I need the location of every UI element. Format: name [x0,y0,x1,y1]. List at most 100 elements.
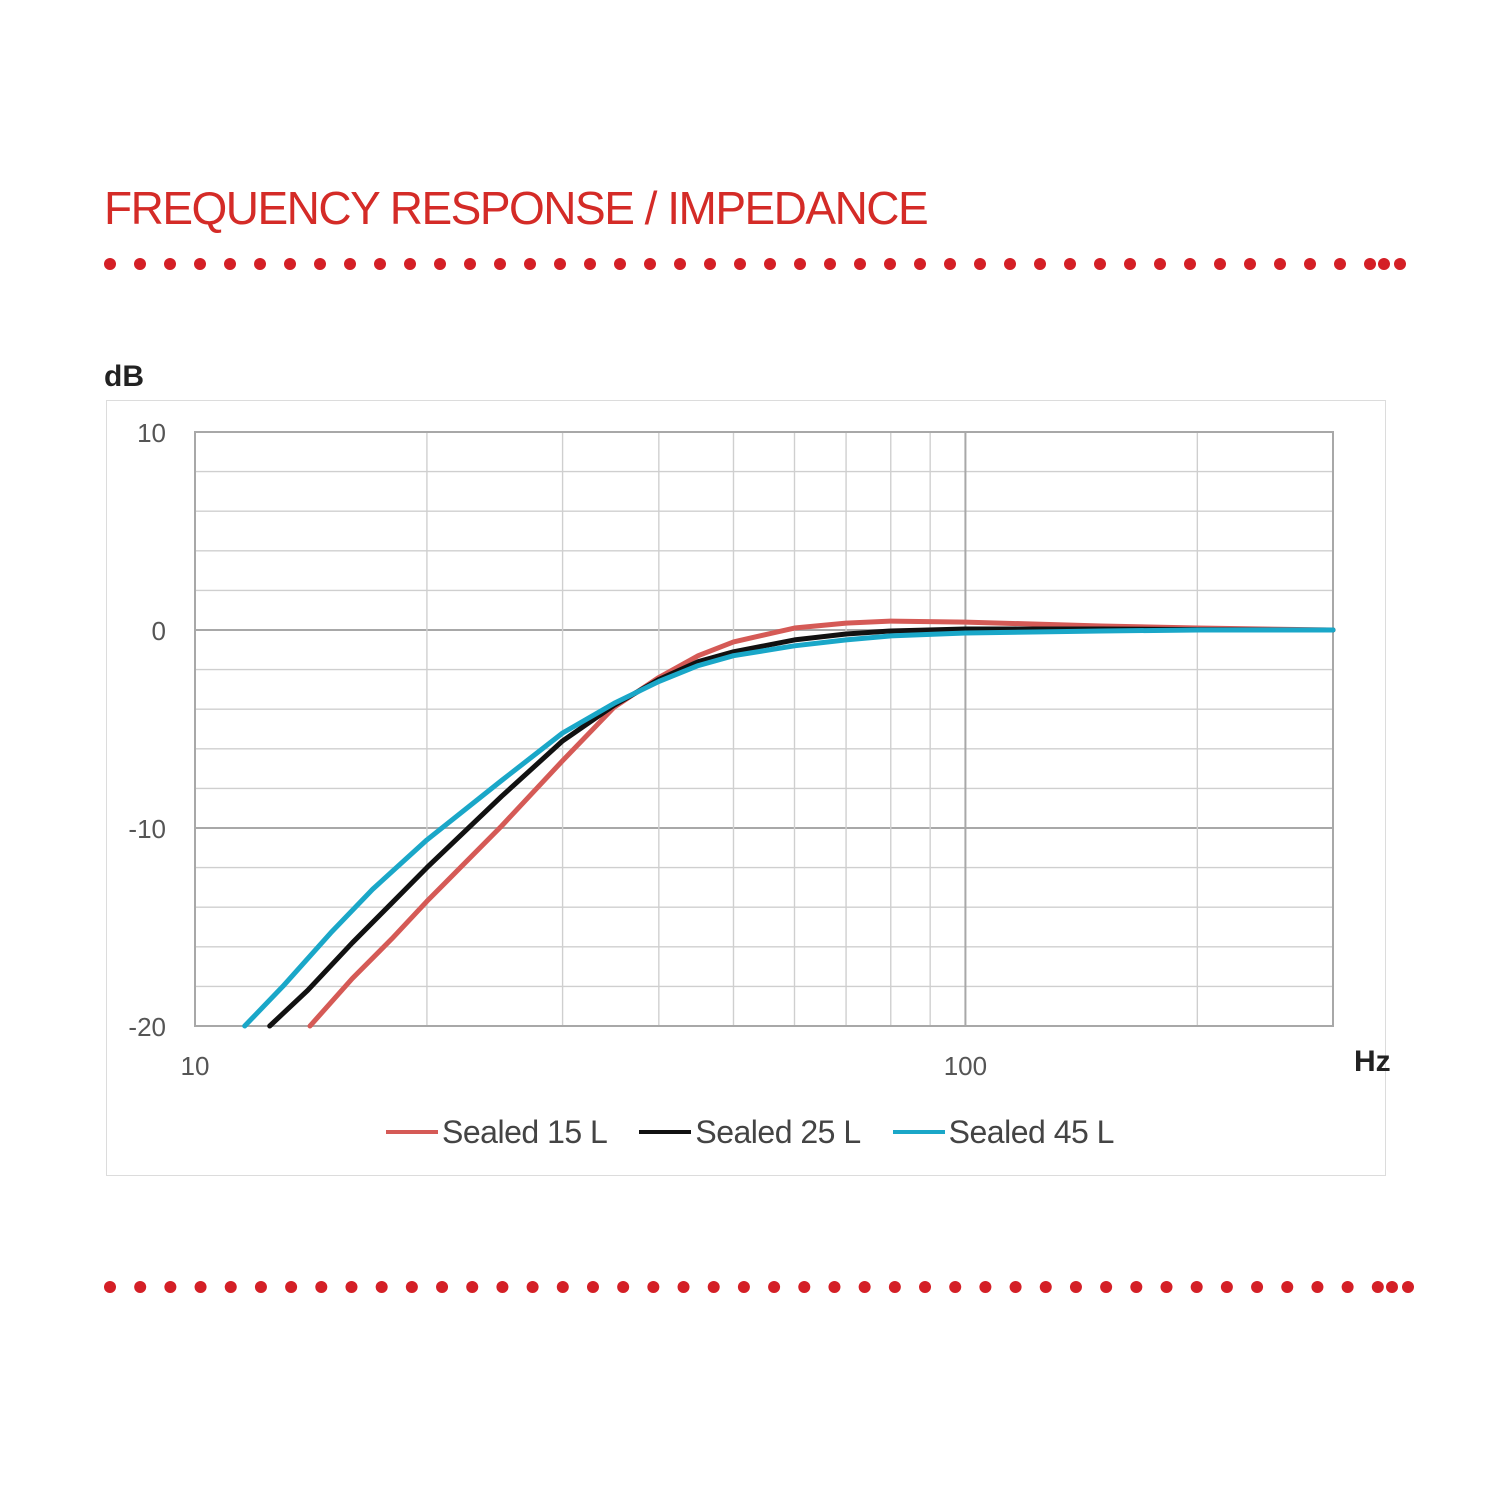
x-tick-label: 100 [944,1051,987,1081]
separator-dot [284,258,296,270]
separator-dot [1402,1281,1414,1293]
legend-swatch [639,1130,692,1134]
separator-dot [737,1281,750,1293]
separator-dot [1220,1281,1233,1293]
separator-dot [1386,1281,1398,1293]
separator-dot [134,1281,147,1293]
separator-dot [768,1281,781,1293]
legend-label: Sealed 15 L [442,1113,608,1150]
y-tick-label: 10 [137,418,166,448]
separator-dot [647,1281,660,1293]
separator-dot [104,1281,116,1293]
separator-dot [1334,258,1346,270]
separator-dot [1160,1281,1173,1293]
separator-dot [734,258,746,270]
legend-item-3: Sealed 45 L [892,1113,1115,1151]
separator-dot [919,1281,932,1293]
separator-dot [704,258,716,270]
legend-swatch [892,1130,945,1134]
separator-dot [254,258,266,270]
separator-dot [1069,1281,1082,1293]
separator-dot [824,258,836,270]
separator-dot [858,1281,871,1293]
separator-dot [405,1281,418,1293]
separator-dot [1304,258,1316,270]
separator-dot [944,258,956,270]
separator-dot [1274,258,1286,270]
dotted-separator-bottom [104,1281,1414,1293]
separator-dot [979,1281,992,1293]
separator-dot [1124,258,1136,270]
separator-dot [614,258,626,270]
series-line-1 [307,618,1336,1029]
separator-dot [345,1281,358,1293]
legend-item-1: Sealed 15 L [386,1113,608,1151]
separator-dot [794,258,806,270]
separator-dot [554,258,566,270]
legend-label: Sealed 25 L [695,1113,861,1150]
plot-area-border [194,431,1334,1027]
separator-dot [436,1281,449,1293]
separator-dot [949,1281,962,1293]
separator-dot [496,1281,509,1293]
separator-dot [586,1281,599,1293]
separator-dot [464,258,476,270]
separator-dot [494,258,506,270]
separator-dot [1341,1281,1354,1293]
separator-dot [1039,1281,1052,1293]
x-axis-unit-label: Hz [1354,1045,1391,1078]
separator-dot [1190,1281,1203,1293]
separator-dot [164,258,176,270]
separator-dot [1100,1281,1113,1293]
separator-dot [375,1281,388,1293]
y-axis-unit-label: dB [104,360,144,393]
separator-dot [584,258,596,270]
legend-label: Sealed 45 L [948,1113,1115,1150]
separator-dot [404,258,416,270]
legend-swatch [386,1130,439,1134]
separator-dot [194,1281,207,1293]
separator-dot [1130,1281,1143,1293]
separator-dot [798,1281,811,1293]
y-tick-label: 0 [152,616,166,646]
separator-dot [677,1281,690,1293]
separator-dot [914,258,926,270]
separator-dot [1004,258,1016,270]
separator-dot [888,1281,901,1293]
separator-dot [344,258,356,270]
separator-dot [1214,258,1226,270]
separator-dot [1094,258,1106,270]
separator-dot [617,1281,630,1293]
separator-dot [828,1281,841,1293]
y-tick-label: -10 [128,814,166,844]
separator-dot [556,1281,569,1293]
separator-dot [1364,258,1376,270]
separator-dot [1371,1281,1384,1293]
separator-dot [707,1281,720,1293]
page-heading: FREQUENCY RESPONSE / IMPEDANCE [104,182,929,234]
separator-dot [764,258,776,270]
separator-dot [524,258,536,270]
legend-item-2: Sealed 25 L [639,1113,861,1151]
separator-dot [1244,258,1256,270]
separator-dot [104,258,116,270]
series-line-3 [242,627,1336,1029]
series-line-2 [267,626,1336,1029]
separator-dot [1378,258,1390,270]
separator-dot [224,1281,237,1293]
separator-dot [1154,258,1166,270]
separator-dot [1034,258,1046,270]
separator-dot [466,1281,479,1293]
separator-dot [224,258,236,270]
separator-dot [1064,258,1076,270]
separator-dot [314,258,326,270]
separator-dot [374,258,386,270]
chart-legend: Sealed 15 L Sealed 25 L Sealed 45 L [0,1110,1500,1154]
separator-dot [194,258,206,270]
separator-dot [1281,1281,1294,1293]
separator-dot [1394,258,1406,270]
separator-dot [674,258,686,270]
separator-dot [526,1281,539,1293]
x-tick-label: 10 [181,1051,210,1081]
